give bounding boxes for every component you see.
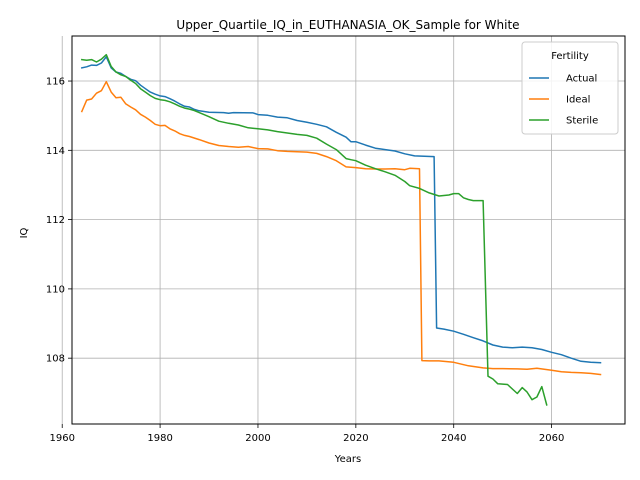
x-tick-label: 2060	[539, 433, 564, 444]
x-axis-label: Years	[334, 454, 361, 465]
y-tick-label: 108	[46, 354, 65, 365]
series-line-sterile	[80, 53, 548, 406]
chart-title: Upper_Quartile_IQ_in_EUTHANASIA_OK_Sampl…	[176, 18, 519, 32]
y-axis-label: IQ	[19, 227, 30, 238]
legend-label-ideal: Ideal	[566, 95, 590, 106]
x-tick-label: 1960	[49, 433, 74, 444]
legend-label-sterile: Sterile	[566, 116, 598, 127]
legend-box	[521, 41, 619, 135]
x-axis-ticks: 1960 1980 2000 2020 2040 2060	[49, 424, 564, 444]
x-tick-label: 2020	[343, 433, 368, 444]
x-tick-label: 2000	[245, 433, 270, 444]
legend-label-actual: Actual	[566, 74, 597, 85]
y-tick-label: 110	[46, 284, 65, 295]
legend: Fertility Actual Ideal Sterile	[521, 41, 619, 135]
x-tick-label: 2040	[441, 433, 466, 444]
series-lines	[80, 53, 602, 406]
y-tick-label: 116	[46, 77, 65, 88]
legend-title: Fertility	[551, 51, 589, 62]
y-tick-label: 114	[46, 146, 65, 157]
y-tick-label: 112	[46, 215, 65, 226]
y-axis-ticks: 108 110 112 114 116	[46, 77, 72, 365]
legend-items: Actual Ideal Sterile	[529, 74, 598, 127]
plot-area-frame	[71, 35, 626, 425]
series-line-actual	[80, 56, 602, 364]
x-tick-label: 1980	[147, 433, 172, 444]
